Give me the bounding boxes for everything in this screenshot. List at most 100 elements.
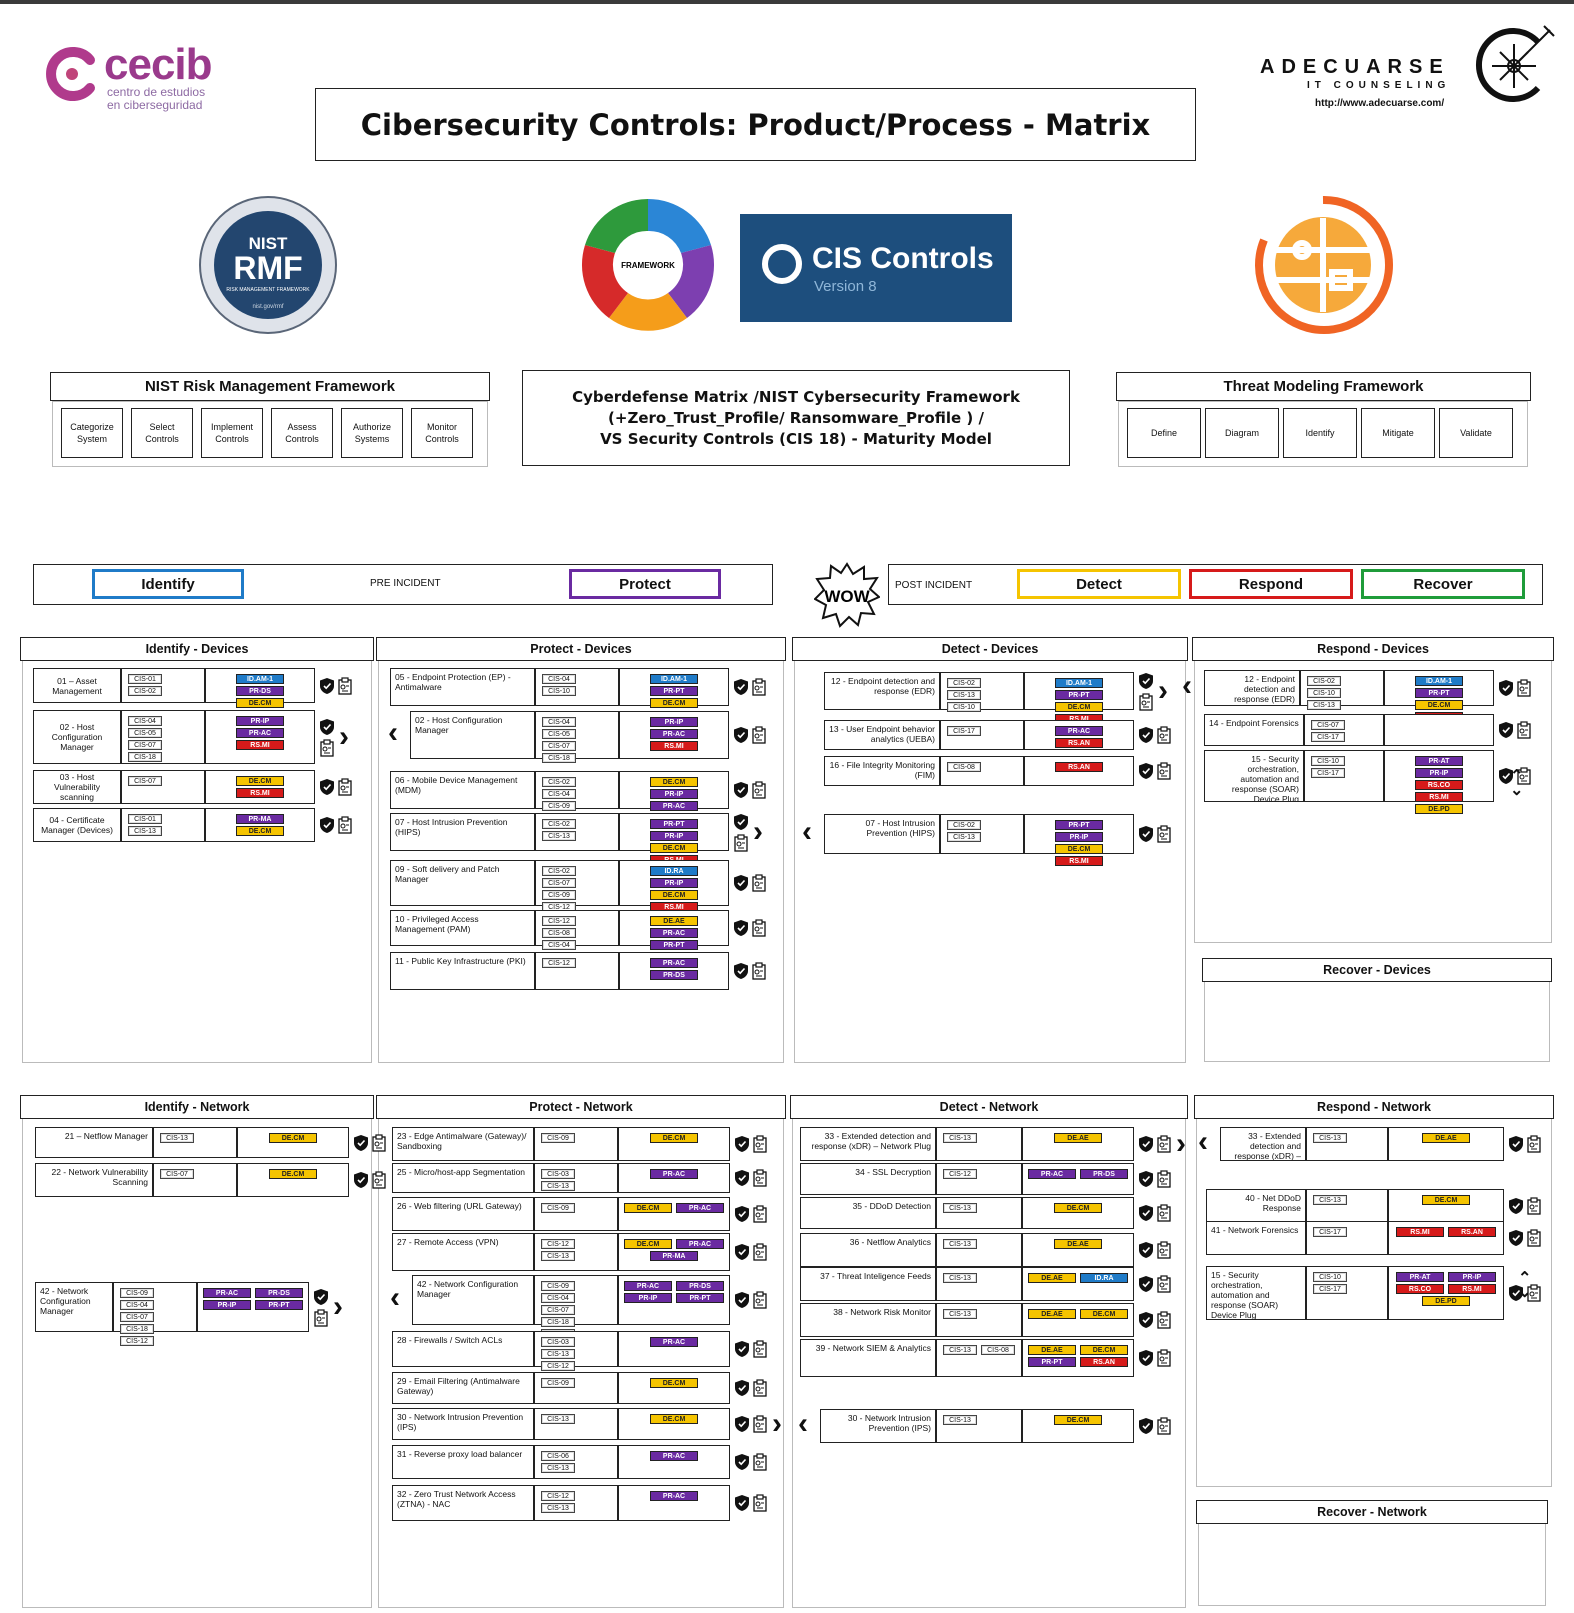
clipboard-user-icon[interactable]: [751, 962, 767, 980]
clipboard-user-icon[interactable]: [752, 1494, 768, 1512]
shield-check-icon[interactable]: [1138, 1135, 1154, 1153]
matrix-row[interactable]: 30 - Network Intrusion Prevention (IPS) C…: [392, 1408, 782, 1440]
shield-check-icon[interactable]: [319, 816, 335, 834]
shield-check-icon[interactable]: [734, 1291, 750, 1309]
clipboard-user-icon[interactable]: [337, 676, 353, 695]
matrix-row[interactable]: 12 - Endpoint detection and response (ED…: [824, 672, 1168, 724]
clipboard-user-icon[interactable]: [1526, 1229, 1542, 1247]
matrix-row[interactable]: 09 - Soft delivery and Patch Manager CIS-…: [390, 860, 767, 924]
clipboard-user-icon[interactable]: [752, 1379, 768, 1397]
chevron-updown-icon[interactable]: ⌃ ⌄: [1510, 768, 1524, 799]
matrix-row[interactable]: 28 - Firewalls / Switch ACLs CIS-03 CIS-13…: [392, 1331, 768, 1371]
matrix-row[interactable]: 34 - SSL Decryption CIS-12 PR-AC PR-DS: [800, 1163, 1172, 1195]
matrix-row[interactable]: 35 - DDoD Detection CIS-13 DE.CM: [800, 1197, 1172, 1229]
shield-check-icon[interactable]: [1508, 1135, 1524, 1153]
matrix-row[interactable]: 15 - Security orchestration, automation …: [1206, 1266, 1542, 1320]
chevron-left-icon[interactable]: ‹: [388, 716, 398, 749]
matrix-row[interactable]: 23 - Edge Antimalware (Gateway)/ Sandbox…: [392, 1127, 768, 1161]
clipboard-user-icon[interactable]: [371, 1133, 387, 1152]
matrix-row[interactable]: 25 - Micro/host-app Segmentation CIS-03 CI…: [392, 1163, 768, 1193]
clipboard-user-icon[interactable]: [337, 778, 353, 796]
matrix-row[interactable]: 26 - Web filtering (URL Gateway) CIS-09 DE…: [392, 1197, 768, 1231]
matrix-row[interactable]: 42 - Network Configuration Manager CIS-09…: [35, 1282, 343, 1346]
matrix-row[interactable]: 13 - User Endpoint behavior analytics (U…: [824, 720, 1172, 750]
clipboard-user-icon[interactable]: [1138, 692, 1154, 711]
clipboard-user-icon[interactable]: [752, 1135, 768, 1153]
clipboard-user-icon[interactable]: [752, 1243, 768, 1261]
clipboard-user-icon[interactable]: [1526, 1135, 1542, 1153]
matrix-row[interactable]: 21 – Netflow Manager CIS-13 DE.CM: [35, 1127, 387, 1158]
clipboard-user-icon[interactable]: [1156, 1417, 1172, 1435]
matrix-row[interactable]: 31 - Reverse proxy load balancer CIS-06 CI…: [392, 1445, 768, 1479]
shield-check-icon[interactable]: [1508, 1229, 1524, 1247]
chevron-right-icon[interactable]: ›: [339, 720, 349, 753]
shield-check-icon[interactable]: [1138, 1311, 1154, 1329]
clipboard-user-icon[interactable]: [1526, 1284, 1542, 1302]
chevron-right-icon[interactable]: ›: [1176, 1127, 1186, 1160]
clipboard-user-icon[interactable]: [1156, 726, 1172, 744]
clipboard-user-icon[interactable]: [1516, 679, 1532, 697]
clipboard-user-icon[interactable]: [752, 1205, 768, 1223]
matrix-row[interactable]: 29 - Email Filtering (Antimalware Gatewa…: [392, 1372, 768, 1404]
clipboard-user-icon[interactable]: [319, 738, 335, 757]
shield-check-icon[interactable]: [1138, 726, 1154, 744]
shield-check-icon[interactable]: [733, 919, 749, 937]
chevron-right-icon[interactable]: ›: [1158, 674, 1168, 707]
matrix-row[interactable]: 36 - Netflow Analytics CIS-13 DE.AE: [800, 1233, 1172, 1267]
shield-check-icon[interactable]: [353, 1134, 369, 1152]
chevron-left-icon[interactable]: ‹: [1198, 1125, 1208, 1158]
matrix-row[interactable]: 22 - Network Vulnerability Scanning CIS-0…: [35, 1163, 387, 1197]
clipboard-user-icon[interactable]: [1156, 1349, 1172, 1367]
chevron-left-icon[interactable]: ‹: [802, 815, 812, 848]
shield-check-icon[interactable]: [733, 874, 749, 892]
clipboard-user-icon[interactable]: [1526, 1197, 1542, 1215]
shield-check-icon[interactable]: [734, 1340, 750, 1358]
matrix-row[interactable]: 33 - Extended detection and response (xD…: [800, 1127, 1186, 1161]
shield-check-icon[interactable]: [734, 1379, 750, 1397]
shield-check-icon[interactable]: [734, 1453, 750, 1471]
clipboard-user-icon[interactable]: [371, 1171, 387, 1189]
clipboard-user-icon[interactable]: [752, 1291, 768, 1309]
shield-check-icon[interactable]: [319, 718, 335, 736]
clipboard-user-icon[interactable]: [752, 1415, 768, 1433]
shield-check-icon[interactable]: [1498, 679, 1514, 697]
shield-check-icon[interactable]: [733, 781, 749, 799]
shield-check-icon[interactable]: [1138, 1275, 1154, 1293]
clipboard-user-icon[interactable]: [752, 1453, 768, 1471]
clipboard-user-icon[interactable]: [337, 816, 353, 834]
matrix-row[interactable]: 16 - File Integrity Monitoring (FIM) CIS-…: [824, 756, 1172, 786]
clipboard-user-icon[interactable]: [751, 726, 767, 744]
matrix-row[interactable]: 02 - Host Configuration Manager CIS-04 CIS…: [33, 710, 349, 764]
clipboard-user-icon[interactable]: [1516, 767, 1532, 785]
matrix-row[interactable]: 03 - Host Vulnerability scanning CIS-07 DE…: [33, 770, 353, 804]
shield-check-icon[interactable]: [733, 726, 749, 744]
chevron-updown-icon[interactable]: ⌃ ⌄: [1518, 1270, 1532, 1301]
clipboard-user-icon[interactable]: [751, 919, 767, 937]
shield-check-icon[interactable]: [734, 1243, 750, 1261]
shield-check-icon[interactable]: [353, 1171, 369, 1189]
clipboard-user-icon[interactable]: [733, 833, 749, 852]
shield-check-icon[interactable]: [1508, 1197, 1524, 1215]
chevron-right-icon[interactable]: ›: [753, 815, 763, 848]
matrix-row[interactable]: 39 - Network SIEM & Analytics CIS-13 CIS-0…: [800, 1339, 1172, 1377]
clipboard-user-icon[interactable]: [1156, 1311, 1172, 1329]
shield-check-icon[interactable]: [734, 1169, 750, 1187]
matrix-row[interactable]: 01 – Asset Management CIS-01 CIS-02 ID.AM-1…: [33, 668, 353, 708]
matrix-row[interactable]: 14 - Endpoint Forensics CIS-07 CIS-17: [1204, 714, 1532, 746]
clipboard-user-icon[interactable]: [751, 874, 767, 892]
shield-check-icon[interactable]: [734, 1135, 750, 1153]
matrix-row[interactable]: 40 - Net DDoD Response CIS-13 DE.CM: [1206, 1189, 1542, 1223]
shield-check-icon[interactable]: [733, 678, 749, 696]
clipboard-user-icon[interactable]: [1156, 1170, 1172, 1188]
clipboard-user-icon[interactable]: [1156, 1135, 1172, 1153]
matrix-row[interactable]: ‹ 42 - Network Configuration Manager CIS-0…: [390, 1275, 768, 1339]
clipboard-user-icon[interactable]: [752, 1169, 768, 1187]
matrix-row[interactable]: ‹ 02 - Host Configuration Manager CIS-04 CI…: [388, 711, 767, 763]
matrix-row[interactable]: 38 - Network Risk Monitor CIS-13 DE.AE DE.C…: [800, 1303, 1172, 1337]
shield-check-icon[interactable]: [733, 962, 749, 980]
shield-check-icon[interactable]: [319, 677, 335, 695]
chevron-left-icon[interactable]: ‹: [798, 1407, 808, 1440]
shield-check-icon[interactable]: [1138, 1417, 1154, 1435]
matrix-row[interactable]: 27 - Remote Access (VPN) CIS-12 CIS-13 DE.C…: [392, 1233, 768, 1271]
matrix-row[interactable]: ‹ 30 - Network Intrusion Prevention (IPS)…: [798, 1409, 1172, 1443]
